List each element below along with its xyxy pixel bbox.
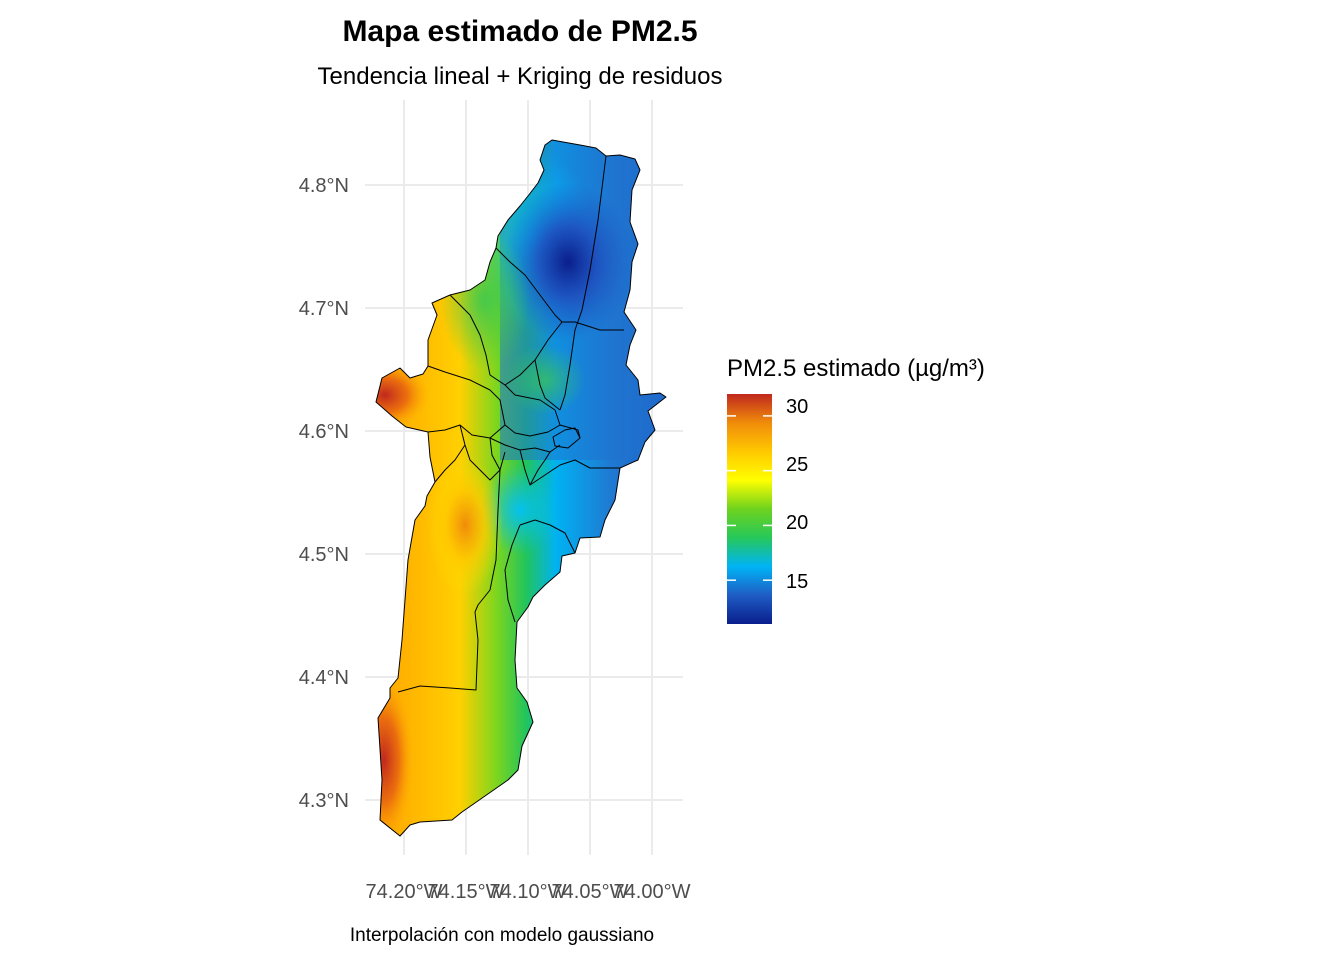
boundary-rafael-uribe [519,449,551,486]
region-outline [375,139,667,837]
legend: PM2.5 estimado (µg/m³) 30 25 20 15 [727,355,985,624]
boundary-usme-north [519,519,576,554]
x-axis: 74.20°W 74.15°W 74.10°W 74.05°W 74.00°W [366,881,691,903]
legend-ticks [727,415,772,581]
chart-subtitle: Tendencia lineal + Kriging de residuos [318,63,723,90]
legend-label: 20 [786,512,808,534]
locality-boundaries [375,139,667,837]
legend-label: 15 [786,571,808,593]
legend-colorbar [727,394,772,624]
boundary-teusaquillo [534,359,561,411]
boundary-kennedy [427,365,506,426]
boundary-south-center [474,469,501,613]
surface-red-west [376,360,430,430]
boundary-tunjuelito [489,437,501,471]
surface-green-west-north [440,230,530,370]
surface-blue-hotspot [503,182,633,342]
boundary-west-inner [434,444,466,483]
x-tick-label: 74.15°W [428,881,505,903]
y-tick-label: 4.6°N [299,421,349,443]
legend-labels: 30 25 20 15 [786,396,808,593]
x-tick-label: 74.05°W [552,881,629,903]
boundary-central-1 [489,437,561,453]
y-axis: 4.8°N 4.7°N 4.6°N 4.5°N 4.4°N 4.3°N [299,175,349,812]
x-tick-label: 74.10°W [490,881,567,903]
x-tick-label: 74.00°W [614,881,691,903]
boundary-usme-east [504,524,521,623]
chart-caption: Interpolación con modelo gaussiano [350,925,654,946]
boundary-san-cristobal [529,459,620,486]
y-tick-label: 4.5°N [299,544,349,566]
boundary-central-2 [504,424,581,439]
y-tick-label: 4.8°N [299,175,349,197]
boundary-candelaria [552,427,581,449]
boundary-barrios-unidos [489,321,563,386]
surface-green-center [505,345,585,415]
y-tick-label: 4.3°N [299,790,349,812]
legend-label: 25 [786,454,808,476]
x-tick-label: 74.20°W [366,881,443,903]
y-tick-label: 4.7°N [299,298,349,320]
y-tick-label: 4.4°N [299,667,349,689]
chart-title: Mapa estimado de PM2.5 [342,15,697,48]
surface-orange-hotspot [427,455,503,595]
boundary-bosa [427,424,506,439]
boundary-puente-aranda [504,384,561,426]
boundary-chapinero [574,321,624,331]
boundary-engativa [449,294,491,376]
boundary-north-diagonal [559,155,607,411]
legend-title: PM2.5 estimado (µg/m³) [727,355,985,382]
pm25-surface [376,140,666,836]
surface-red-south [376,675,414,836]
legend-label: 30 [786,396,808,418]
boundary-south-east [397,611,479,693]
